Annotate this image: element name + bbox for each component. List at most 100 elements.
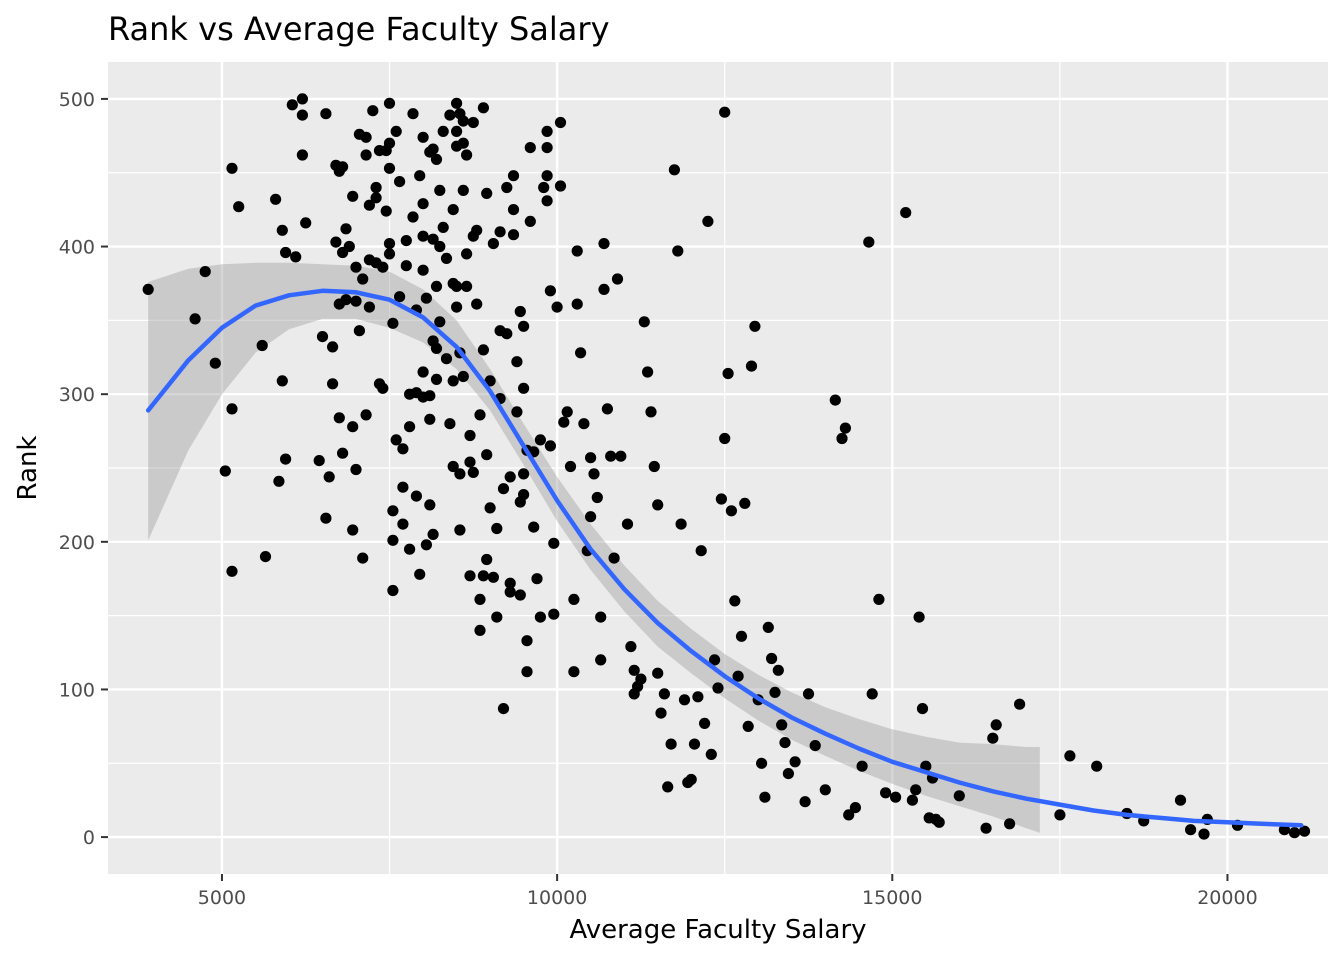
data-point xyxy=(434,316,446,328)
data-point xyxy=(554,116,567,129)
data-point xyxy=(685,773,697,786)
data-point xyxy=(675,518,687,530)
data-point xyxy=(430,342,443,354)
data-point xyxy=(906,794,919,806)
y-axis: 0 100 200 300 400 500 xyxy=(59,89,108,849)
data-point xyxy=(467,466,479,478)
data-point xyxy=(605,450,617,462)
data-point xyxy=(343,240,355,253)
data-point xyxy=(437,221,449,233)
data-point xyxy=(444,109,456,121)
data-point xyxy=(699,717,711,730)
data-point xyxy=(414,568,426,580)
data-point xyxy=(347,190,359,202)
data-point xyxy=(571,245,583,257)
data-point xyxy=(588,468,600,480)
data-point xyxy=(625,641,637,653)
y-tick-label: 300 xyxy=(59,384,95,406)
data-point xyxy=(457,115,469,127)
data-point xyxy=(772,664,784,676)
data-point xyxy=(464,570,476,582)
data-point xyxy=(380,205,392,217)
data-point xyxy=(350,463,362,476)
data-point xyxy=(447,204,459,216)
data-point xyxy=(655,707,667,719)
data-point xyxy=(1185,824,1197,836)
data-point xyxy=(890,791,902,803)
data-point xyxy=(719,106,731,118)
points-layer xyxy=(142,93,1311,840)
confidence-ribbon-layer xyxy=(148,262,1040,833)
data-point xyxy=(290,251,302,263)
data-point xyxy=(544,285,557,297)
data-point xyxy=(296,149,308,161)
data-point xyxy=(333,412,345,424)
data-point xyxy=(477,570,489,582)
data-point xyxy=(987,732,999,744)
data-point xyxy=(313,455,325,467)
data-point xyxy=(434,240,446,253)
data-point xyxy=(1054,809,1066,821)
data-point xyxy=(719,432,731,445)
data-point xyxy=(735,630,748,642)
x-axis: 5000 10000 15000 20000 xyxy=(198,874,1258,909)
data-point xyxy=(829,394,841,406)
data-point xyxy=(440,353,453,365)
data-point xyxy=(404,543,416,555)
data-point xyxy=(491,522,503,535)
data-point xyxy=(410,490,422,502)
data-point xyxy=(320,512,332,524)
data-point xyxy=(645,406,657,418)
y-tick-label: 200 xyxy=(59,532,95,554)
data-point xyxy=(424,390,436,402)
data-point xyxy=(776,719,788,731)
data-point xyxy=(320,108,332,120)
data-point xyxy=(541,142,553,154)
data-point xyxy=(541,170,553,182)
x-tick-label: 10000 xyxy=(527,887,587,909)
data-point xyxy=(615,450,627,462)
data-point xyxy=(276,375,288,387)
data-point xyxy=(360,131,372,143)
data-point xyxy=(561,406,573,418)
data-point xyxy=(504,471,516,483)
data-point xyxy=(226,162,238,174)
data-point xyxy=(880,787,892,799)
data-point xyxy=(400,260,412,272)
data-point xyxy=(477,344,489,356)
data-point xyxy=(501,181,513,194)
data-point xyxy=(497,483,510,495)
data-point xyxy=(454,524,466,536)
x-tick-label: 5000 xyxy=(198,887,246,909)
data-point xyxy=(474,624,486,637)
data-point xyxy=(705,748,717,761)
data-point xyxy=(722,367,734,380)
data-point xyxy=(430,153,443,165)
data-point xyxy=(1091,760,1103,772)
data-point xyxy=(457,137,469,149)
data-point xyxy=(528,521,540,533)
data-point xyxy=(383,137,396,149)
data-point xyxy=(766,652,778,665)
data-point xyxy=(595,654,607,666)
data-point xyxy=(417,264,429,276)
data-point xyxy=(789,756,801,768)
data-point xyxy=(548,537,560,549)
data-point xyxy=(779,737,791,749)
data-point xyxy=(327,378,339,390)
x-tick-label: 15000 xyxy=(862,887,922,909)
data-point xyxy=(598,283,610,295)
data-point xyxy=(487,571,499,583)
data-point xyxy=(454,468,466,480)
data-point xyxy=(695,545,707,557)
data-point xyxy=(518,489,530,501)
data-point xyxy=(564,460,577,473)
data-point xyxy=(219,465,231,477)
data-point xyxy=(337,161,349,173)
data-point xyxy=(541,125,553,137)
data-point xyxy=(571,298,583,310)
data-point xyxy=(1004,818,1016,830)
data-point xyxy=(226,403,238,415)
data-point xyxy=(387,505,399,517)
data-point xyxy=(357,552,369,564)
